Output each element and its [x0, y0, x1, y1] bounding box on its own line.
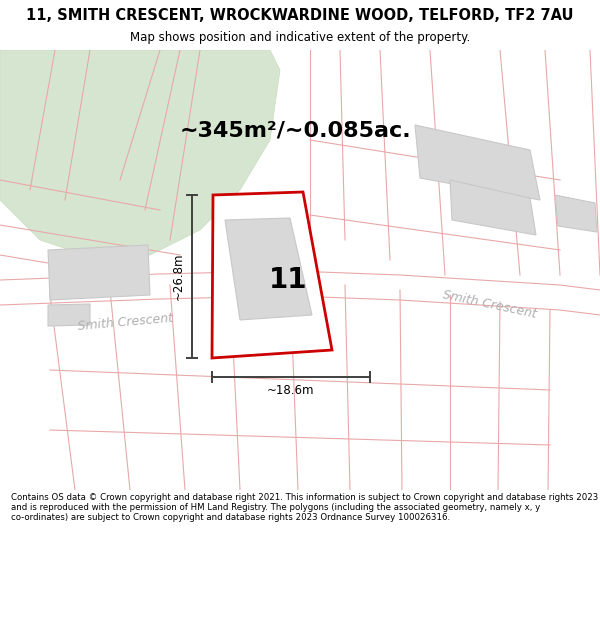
Polygon shape [48, 304, 90, 326]
Text: Contains OS data © Crown copyright and database right 2021. This information is : Contains OS data © Crown copyright and d… [11, 492, 598, 522]
Text: ~26.8m: ~26.8m [172, 253, 185, 300]
Polygon shape [212, 192, 332, 358]
Text: Smith Crescent: Smith Crescent [77, 311, 173, 332]
Text: ~18.6m: ~18.6m [267, 384, 315, 398]
Text: Smith Crescent: Smith Crescent [442, 289, 538, 321]
Text: 11, SMITH CRESCENT, WROCKWARDINE WOOD, TELFORD, TF2 7AU: 11, SMITH CRESCENT, WROCKWARDINE WOOD, T… [26, 8, 574, 22]
Text: 11: 11 [269, 266, 307, 294]
Text: Map shows position and indicative extent of the property.: Map shows position and indicative extent… [130, 31, 470, 44]
Polygon shape [225, 218, 312, 320]
Text: ~345m²/~0.085ac.: ~345m²/~0.085ac. [179, 120, 411, 140]
Polygon shape [555, 195, 597, 232]
Polygon shape [450, 180, 536, 235]
Polygon shape [415, 125, 540, 200]
Polygon shape [0, 50, 280, 260]
Polygon shape [48, 245, 150, 300]
